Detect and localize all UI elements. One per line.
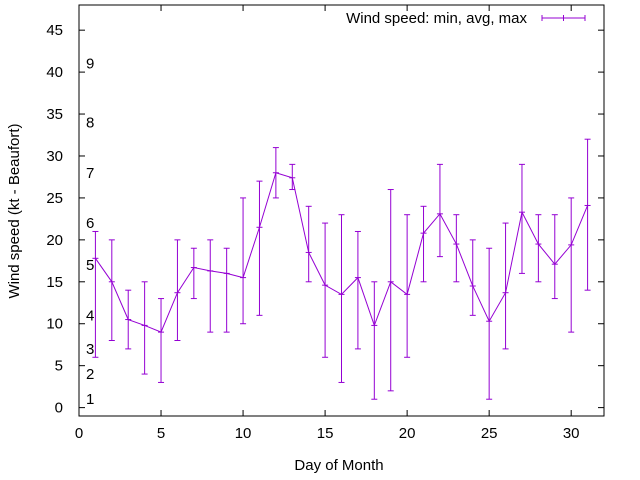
beaufort-label: 7 — [86, 165, 94, 182]
y-tick-label: 15 — [46, 274, 63, 291]
beaufort-label: 6 — [86, 215, 94, 232]
error-bar — [502, 222, 509, 350]
series-wind-speed — [92, 138, 591, 400]
x-axis: 0 5 10 15 20 25 30 — [75, 5, 580, 442]
x-tick-label: 15 — [317, 425, 334, 442]
beaufort-scale-labels: 1 2 3 4 5 6 7 8 9 — [86, 56, 94, 409]
beaufort-label: 8 — [86, 114, 94, 131]
y-tick-label: 20 — [46, 232, 63, 249]
y-tick-label: 5 — [55, 358, 63, 375]
x-tick-label: 0 — [75, 425, 83, 442]
beaufort-label: 5 — [86, 257, 94, 274]
x-tick-label: 20 — [399, 425, 416, 442]
plot-border — [78, 4, 605, 417]
error-bar — [158, 298, 165, 383]
y-axis-label: Wind speed (kt - Beaufort) — [6, 123, 23, 298]
error-bar — [404, 214, 411, 358]
error-bar — [486, 247, 493, 400]
beaufort-label: 2 — [86, 366, 94, 383]
x-tick-label: 25 — [481, 425, 498, 442]
error-bar — [92, 230, 99, 358]
error-bar — [518, 163, 525, 274]
x-tick-label: 30 — [563, 425, 580, 442]
beaufort-label: 9 — [86, 56, 94, 73]
plot-frame — [78, 4, 605, 417]
y-tick-label: 45 — [46, 22, 63, 39]
x-tick-label: 10 — [235, 425, 252, 442]
beaufort-label: 4 — [86, 307, 94, 324]
error-bar — [207, 239, 214, 333]
error-bar — [371, 281, 378, 400]
y-tick-label: 10 — [46, 316, 63, 333]
error-bar — [535, 214, 542, 283]
error-bar — [322, 222, 329, 358]
error-bar — [354, 230, 361, 350]
error-bar — [453, 214, 460, 283]
error-bar — [387, 189, 394, 392]
error-bar — [289, 163, 296, 191]
error-bar — [141, 281, 148, 375]
y-tick-label: 25 — [46, 190, 63, 207]
y-tick-label: 0 — [55, 400, 63, 417]
beaufort-label: 1 — [86, 391, 94, 408]
legend-label: Wind speed: min, avg, max — [346, 10, 527, 27]
y-tick-label: 30 — [46, 148, 63, 165]
beaufort-label: 3 — [86, 341, 94, 358]
error-bar — [223, 247, 230, 333]
y-tick-label: 35 — [46, 106, 63, 123]
error-bar — [551, 214, 558, 300]
error-bar — [469, 239, 476, 316]
error-bar — [436, 163, 443, 258]
error-bar — [568, 197, 575, 333]
error-bar — [256, 180, 263, 316]
error-bar — [305, 205, 312, 283]
error-bar — [174, 239, 181, 342]
error-bar — [584, 138, 591, 291]
x-tick-label: 5 — [157, 425, 165, 442]
error-bar — [240, 197, 247, 325]
x-axis-label: Day of Month — [294, 457, 383, 474]
error-bar — [338, 214, 345, 383]
error-bar — [108, 239, 115, 342]
legend: Wind speed: min, avg, max — [346, 10, 586, 27]
error-bar — [420, 205, 427, 283]
y-tick-label: 40 — [46, 64, 63, 81]
error-bar — [190, 247, 197, 300]
